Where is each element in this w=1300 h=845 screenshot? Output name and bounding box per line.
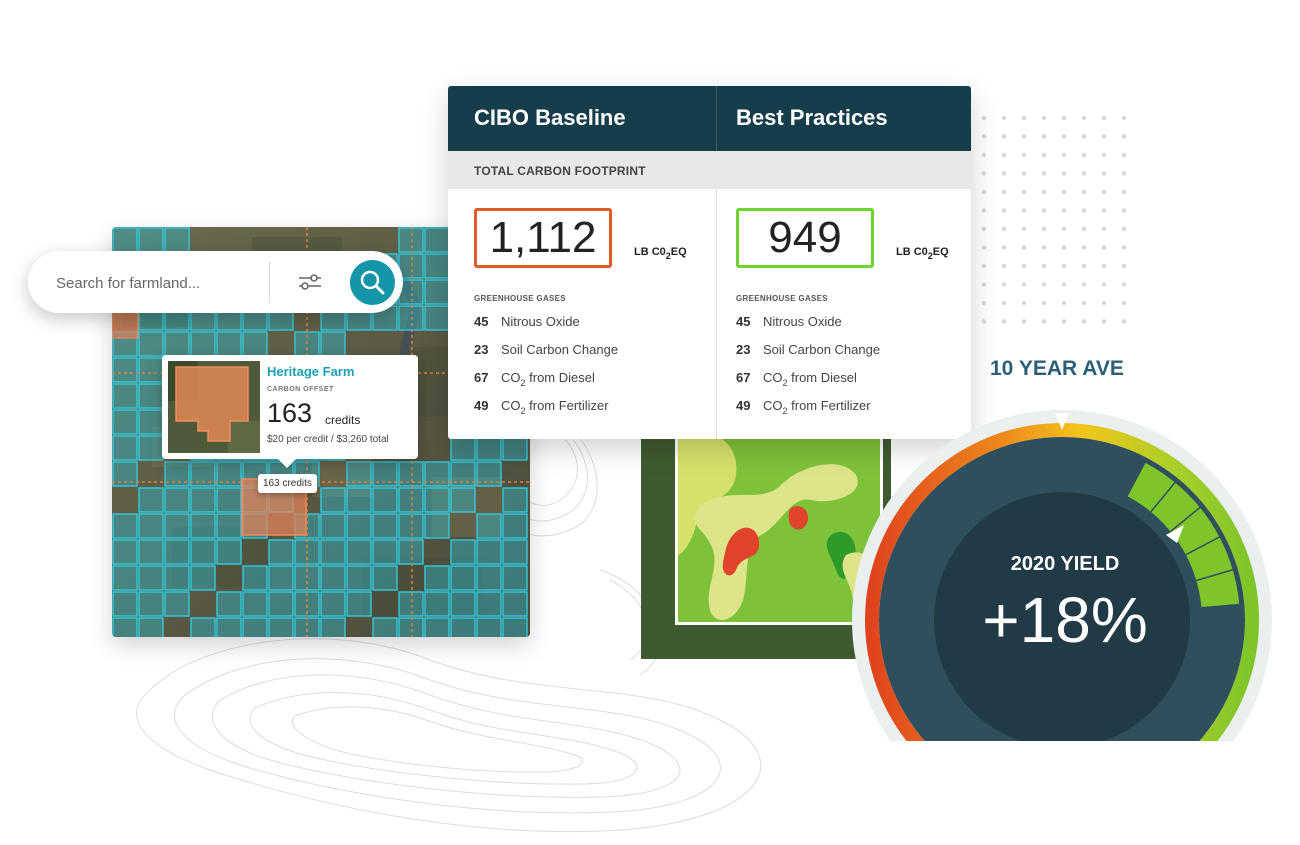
carbon-footprint-card: CIBO Baseline Best Practices TOTAL CARBO… bbox=[448, 86, 971, 439]
parcel-credits-chip[interactable]: 163 credits bbox=[258, 474, 317, 493]
gas-label: Nitrous Oxide bbox=[763, 314, 842, 329]
gas-value: 45 bbox=[474, 314, 489, 329]
yield-value: +18% bbox=[982, 584, 1148, 656]
unit-subscript: 2 bbox=[927, 251, 933, 261]
footprint-bar: TOTAL CARBON FOOTPRINT bbox=[448, 151, 971, 189]
practices-gases-title: GREENHOUSE GASES bbox=[736, 294, 828, 303]
unit-suffix: EQ bbox=[932, 246, 949, 258]
unit-prefix: LB C0 bbox=[634, 246, 666, 258]
practices-gas-list: 45 Nitrous Oxide 23 Soil Carbon Change 67 C… bbox=[736, 314, 966, 426]
gas-row: 49 CO2 from Fertilizer bbox=[736, 398, 966, 426]
gas-label-suffix: from Fertilizer bbox=[525, 398, 609, 413]
gas-label: CO bbox=[763, 370, 783, 385]
farm-thumbnail bbox=[168, 361, 260, 453]
reference-marker bbox=[1055, 413, 1069, 430]
search-icon bbox=[360, 270, 385, 295]
gas-label-subscript: 2 bbox=[782, 378, 788, 388]
baseline-gases-title: GREENHOUSE GASES bbox=[474, 294, 566, 303]
gas-row: 23 Soil Carbon Change bbox=[474, 342, 704, 370]
column-divider bbox=[716, 189, 717, 439]
gas-label-subscript: 2 bbox=[782, 406, 788, 416]
gas-label-suffix: from Diesel bbox=[787, 370, 857, 385]
card-header: CIBO Baseline Best Practices bbox=[448, 86, 971, 151]
gas-value: 45 bbox=[736, 314, 751, 329]
practices-column-title[interactable]: Best Practices bbox=[736, 105, 888, 130]
carbon-offset-label: CARBON OFFSET bbox=[267, 386, 334, 393]
gas-value: 67 bbox=[474, 370, 489, 385]
search-divider bbox=[269, 261, 270, 303]
unit-prefix: LB C0 bbox=[896, 246, 928, 258]
credit-price: $20 per credit / $3,260 total bbox=[267, 434, 389, 445]
practices-unit-label: LB C02EQ bbox=[896, 246, 949, 261]
gas-label-subscript: 2 bbox=[520, 378, 526, 388]
gas-label: Soil Carbon Change bbox=[501, 342, 619, 357]
gas-label-suffix: from Diesel bbox=[525, 370, 595, 385]
credits-value: 163 bbox=[267, 398, 313, 428]
farm-info-popup[interactable]: Heritage Farm CARBON OFFSET 163 credits … bbox=[162, 355, 418, 468]
unit-subscript: 2 bbox=[665, 251, 671, 261]
gas-label: CO bbox=[501, 398, 521, 413]
yield-gauge bbox=[852, 410, 1272, 741]
header-divider bbox=[716, 86, 717, 151]
gas-value: 49 bbox=[736, 398, 751, 413]
total-footprint-label: TOTAL CARBON FOOTPRINT bbox=[474, 164, 646, 178]
unit-suffix: EQ bbox=[670, 246, 687, 258]
gas-row: 67 CO2 from Diesel bbox=[474, 370, 704, 398]
gas-label-suffix: from Fertilizer bbox=[787, 398, 871, 413]
yield-label: 2020 YIELD bbox=[1010, 553, 1120, 575]
gas-row: 67 CO2 from Diesel bbox=[736, 370, 966, 398]
yield-pointer bbox=[1166, 525, 1184, 543]
search-bar bbox=[28, 251, 403, 313]
baseline-value-box: 1,112 bbox=[474, 208, 612, 268]
gas-label: CO bbox=[501, 370, 521, 385]
baseline-unit-label: LB C02EQ bbox=[634, 246, 687, 261]
gas-label-subscript: 2 bbox=[520, 406, 526, 416]
gas-value: 67 bbox=[736, 370, 751, 385]
filter-button[interactable] bbox=[292, 267, 328, 297]
gas-label: CO bbox=[763, 398, 783, 413]
credits-unit: credits bbox=[325, 413, 361, 427]
search-input[interactable] bbox=[54, 267, 283, 299]
ten-year-average-label: 10 YEAR AVE bbox=[990, 357, 1124, 380]
gas-row: 23 Soil Carbon Change bbox=[736, 342, 966, 370]
gas-value: 23 bbox=[474, 342, 489, 357]
search-button[interactable] bbox=[350, 260, 395, 305]
gas-row: 45 Nitrous Oxide bbox=[474, 314, 704, 342]
gas-value: 49 bbox=[474, 398, 489, 413]
gas-label: Nitrous Oxide bbox=[501, 314, 580, 329]
baseline-column-title[interactable]: CIBO Baseline bbox=[474, 105, 626, 130]
gas-row: 49 CO2 from Fertilizer bbox=[474, 398, 704, 426]
gas-value: 23 bbox=[736, 342, 751, 357]
farm-name[interactable]: Heritage Farm bbox=[267, 364, 355, 379]
practices-value-box: 949 bbox=[736, 208, 874, 268]
gas-label: Soil Carbon Change bbox=[763, 342, 881, 357]
dot-pattern bbox=[981, 115, 1127, 324]
gas-row: 45 Nitrous Oxide bbox=[736, 314, 966, 342]
baseline-gas-list: 45 Nitrous Oxide 23 Soil Carbon Change 67 C… bbox=[474, 314, 704, 426]
sliders-icon bbox=[299, 274, 321, 290]
